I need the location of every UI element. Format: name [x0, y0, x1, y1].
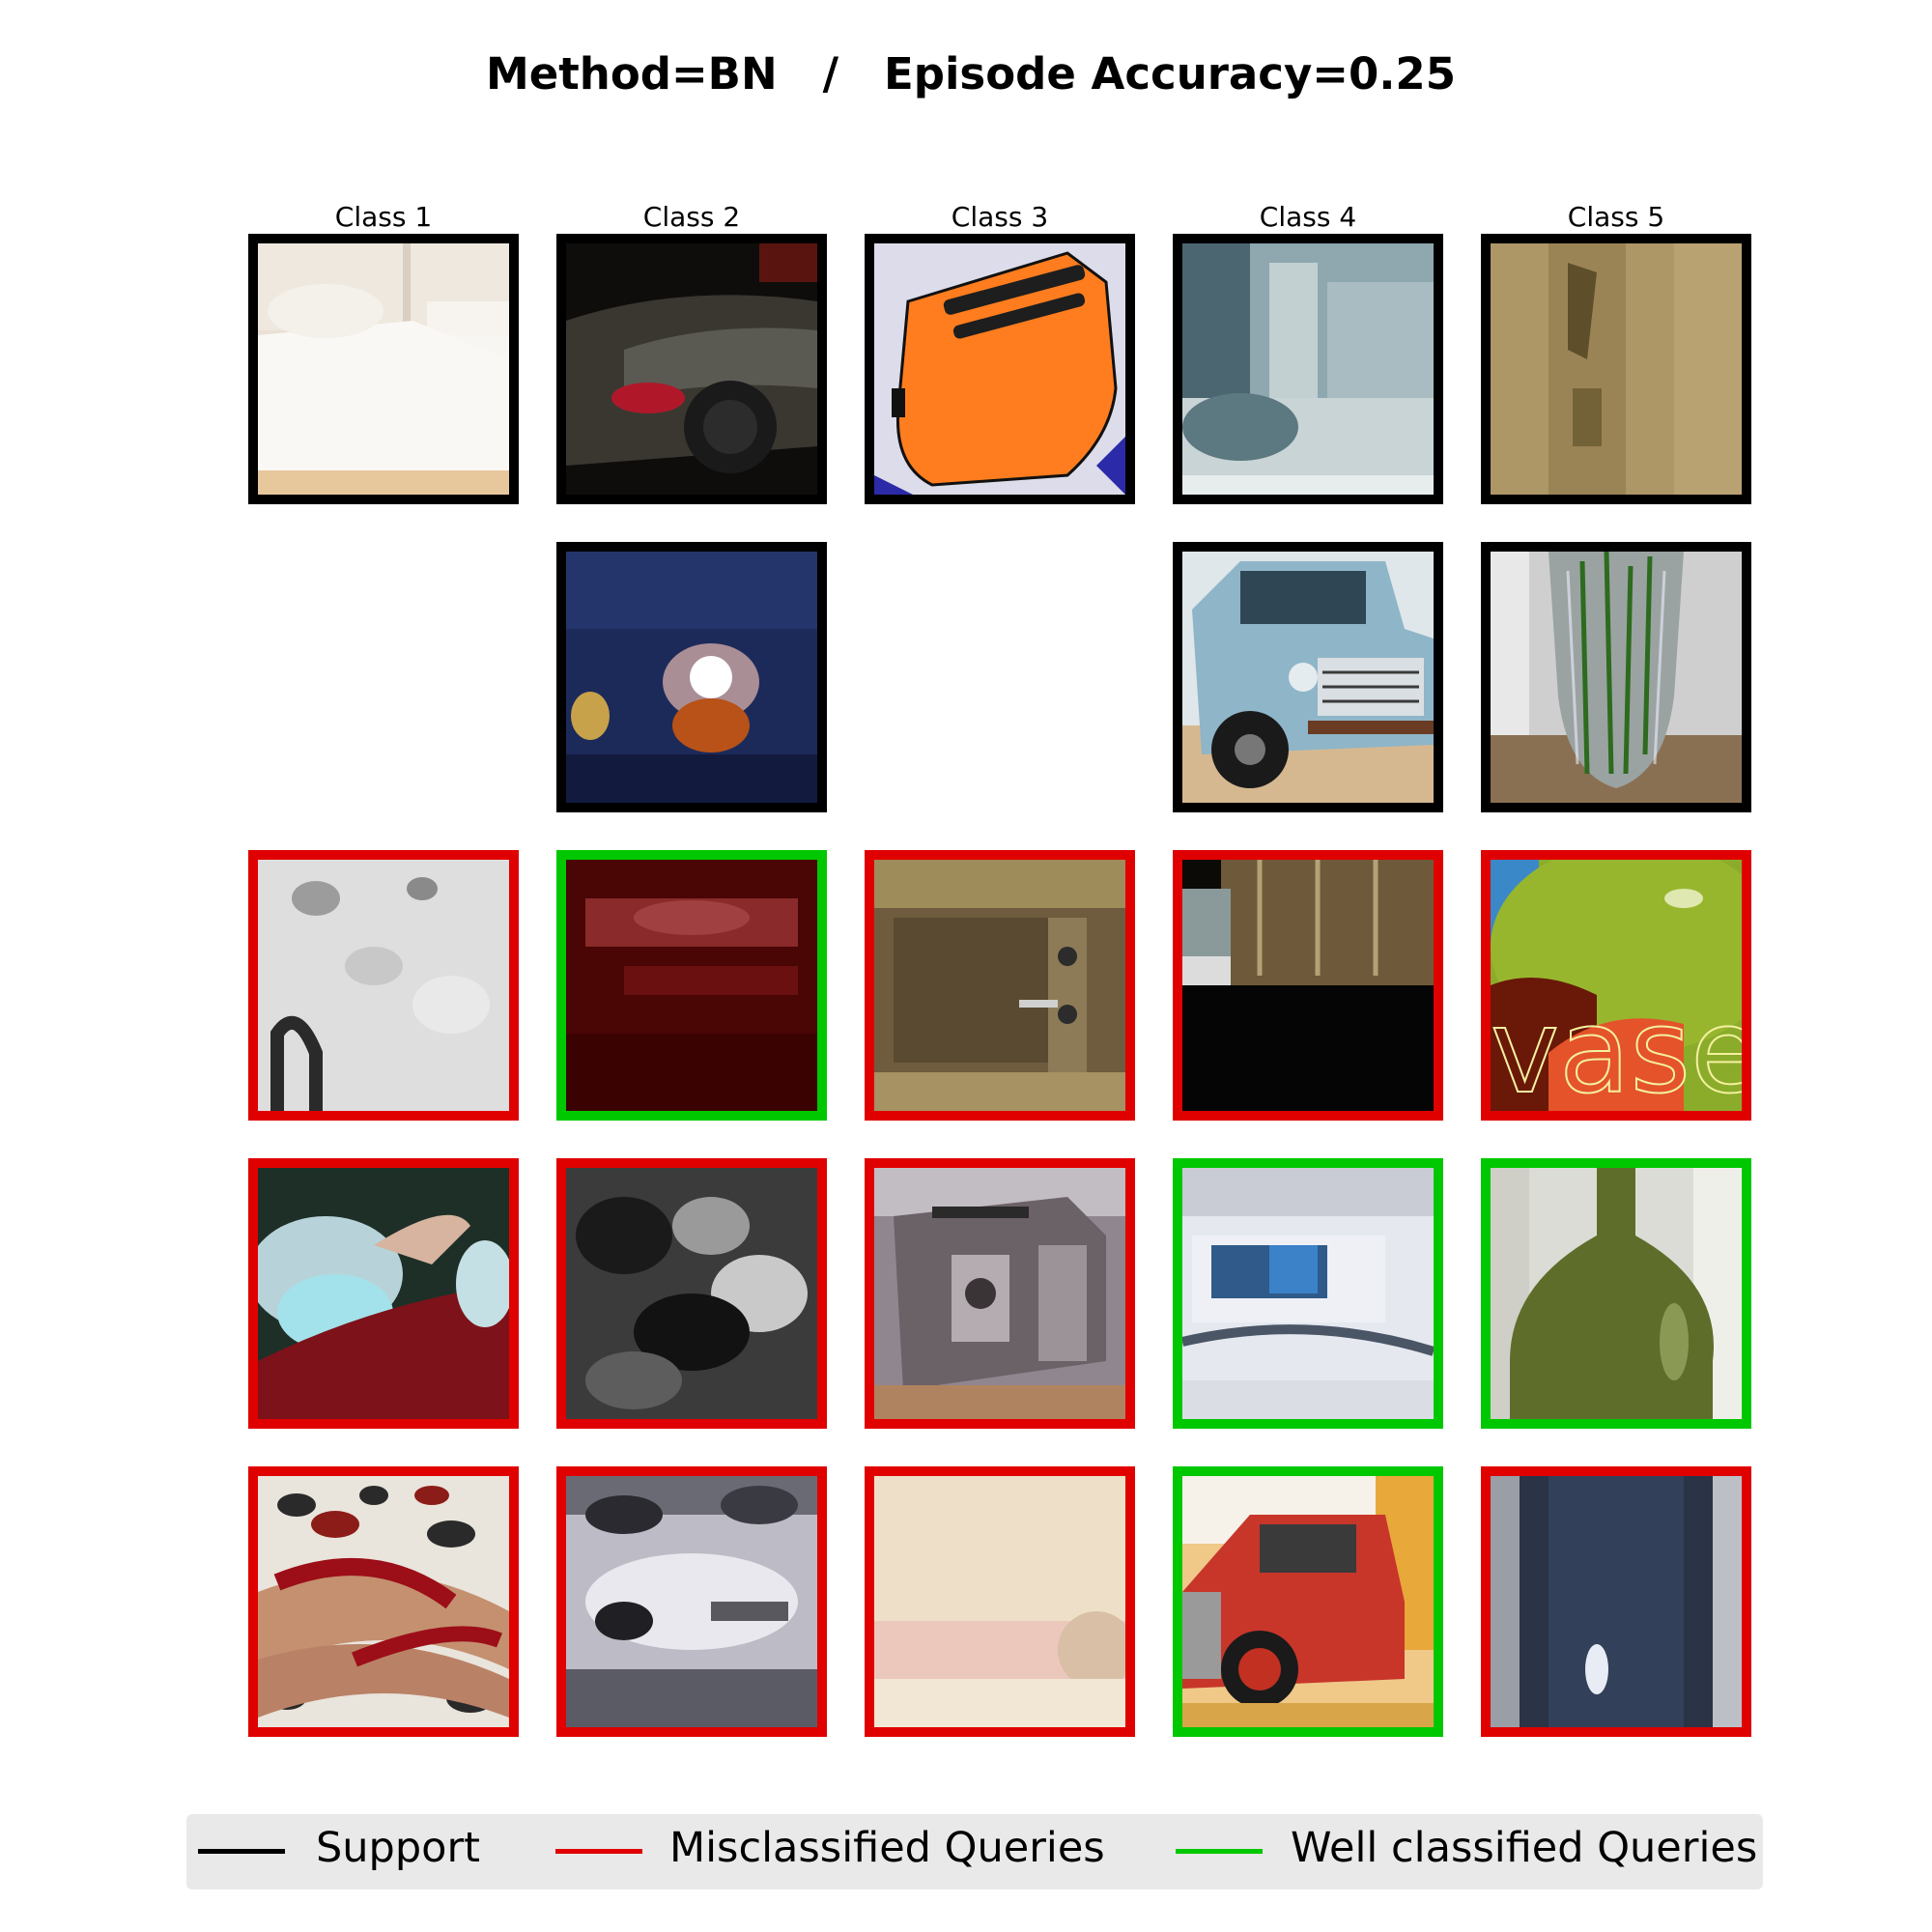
query-image-class5-3: [1481, 1466, 1751, 1737]
support-image-class2-1: [556, 234, 827, 504]
query-image-class5-1: vase: [1481, 850, 1751, 1121]
support-image-class2-2: [556, 542, 827, 812]
well-classified-legend-label: Well classified Queries: [1291, 1824, 1758, 1872]
class-1-label: Class 1: [334, 201, 433, 233]
support-legend-swatch: [198, 1849, 285, 1854]
support-legend-label: Support: [316, 1824, 480, 1872]
class-2-label: Class 2: [642, 201, 741, 233]
query-image-class1-3: [248, 1466, 519, 1737]
query-image-class3-2: [865, 1158, 1135, 1429]
misclassified-legend-swatch: [555, 1849, 642, 1854]
support-image-class5-2: [1481, 542, 1751, 812]
query-image-class1-1: [248, 850, 519, 1121]
query-image-class3-3: [865, 1466, 1135, 1737]
support-image-class4-2: [1173, 542, 1443, 812]
support-image-class4-1: [1173, 234, 1443, 504]
query-image-class4-1: [1173, 850, 1443, 1121]
well-classified-legend-swatch: [1176, 1849, 1263, 1854]
query-image-class4-2: [1173, 1158, 1443, 1429]
support-image-class1-1: [248, 234, 519, 504]
query-image-class4-3: [1173, 1466, 1443, 1737]
figure-title: Method=BN / Episode Accuracy=0.25: [485, 48, 1457, 99]
legend: Support Misclassified Queries Well class…: [186, 1814, 1763, 1889]
support-image-class3-1: [865, 234, 1135, 504]
misclassified-legend-label: Misclassified Queries: [669, 1824, 1105, 1872]
query-image-class2-2: [556, 1158, 827, 1429]
support-image-class5-1: [1481, 234, 1751, 504]
query-image-class5-2: [1481, 1158, 1751, 1429]
class-4-label: Class 4: [1259, 201, 1357, 233]
query-image-class2-1: [556, 850, 827, 1121]
class-3-label: Class 3: [951, 201, 1049, 233]
query-image-class2-3: [556, 1466, 827, 1737]
query-image-class1-2: [248, 1158, 519, 1429]
vase-word-text: vase: [1491, 985, 1742, 1111]
class-5-label: Class 5: [1567, 201, 1665, 233]
query-image-class3-1: [865, 850, 1135, 1121]
